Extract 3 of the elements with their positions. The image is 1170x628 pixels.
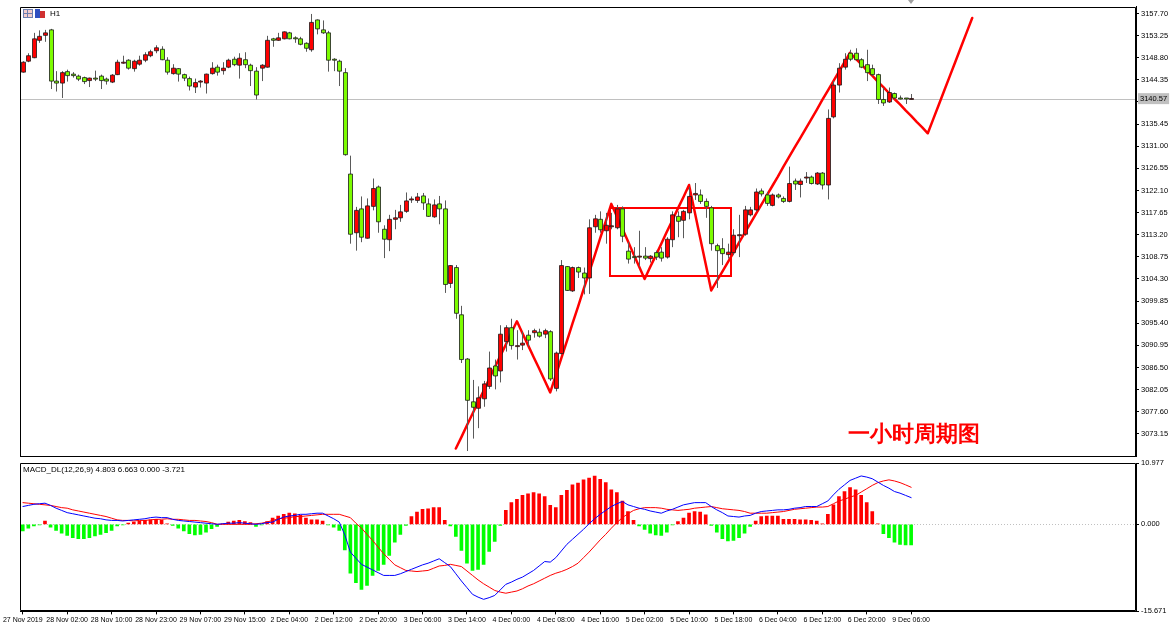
annotation: 一小时周期图	[848, 420, 980, 447]
chart-title: MACD_DL(12,26,9) 4.803 6.663 0.000 -3.721	[23, 464, 186, 474]
chart-title: H1	[50, 8, 61, 18]
